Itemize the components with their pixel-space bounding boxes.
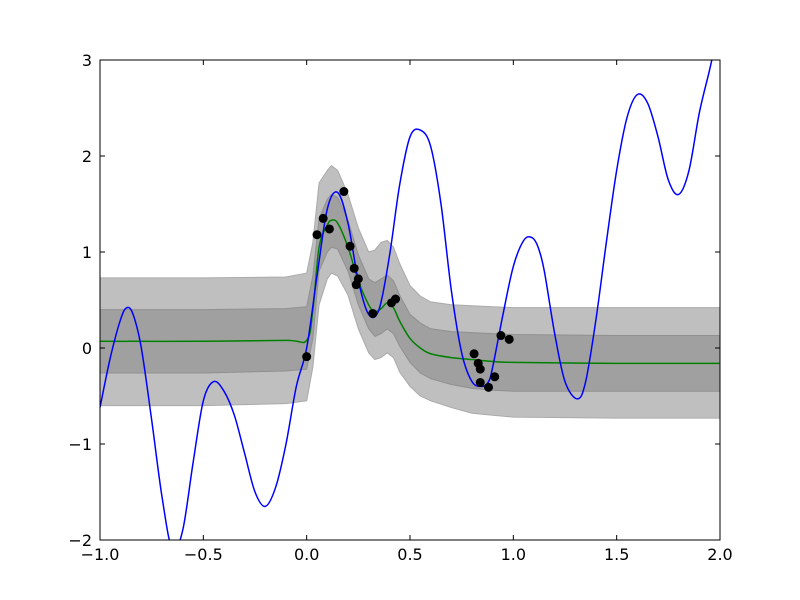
observation-point	[484, 382, 494, 392]
x-tick-label: −0.5	[184, 545, 223, 564]
y-tick-label: 1	[82, 243, 92, 262]
observation-point	[339, 187, 349, 197]
observation-point	[490, 372, 500, 382]
observation-point	[302, 352, 312, 362]
observation-point	[475, 378, 485, 388]
inner-confidence-band	[100, 193, 720, 392]
x-tick-label: −1.0	[81, 545, 120, 564]
plot-frame	[99, 59, 721, 541]
x-tick-label: 0.5	[397, 545, 422, 564]
y-tick-label: −1	[68, 435, 92, 454]
observation-point	[368, 308, 378, 318]
observation-point	[496, 331, 506, 341]
x-tick-label: 0.0	[294, 545, 319, 564]
observation-point	[475, 364, 485, 374]
observation-point	[324, 224, 334, 234]
observation-point	[349, 263, 359, 273]
y-tick-label: 2	[82, 147, 92, 166]
observation-point	[504, 334, 514, 344]
plot-area	[100, 60, 720, 540]
observation-point	[345, 241, 355, 251]
observation-point	[353, 274, 363, 284]
observation-point	[469, 349, 479, 359]
y-tick-label: 0	[82, 339, 92, 358]
observation-point	[318, 213, 328, 223]
x-tick-label: 1.5	[604, 545, 629, 564]
tick-labels: −1.0 −0.5 0.0 0.5 1.0 1.5 2.0 −2 −1 0 1 2 3	[68, 51, 732, 564]
x-tick-label: 2.0	[707, 545, 732, 564]
x-tick-label: 1.0	[501, 545, 526, 564]
y-tick-label: −2	[68, 531, 92, 550]
true-function-line	[100, 60, 713, 540]
y-tick-label: 3	[82, 51, 92, 70]
observation-point	[312, 230, 322, 240]
observation-point	[391, 294, 401, 304]
